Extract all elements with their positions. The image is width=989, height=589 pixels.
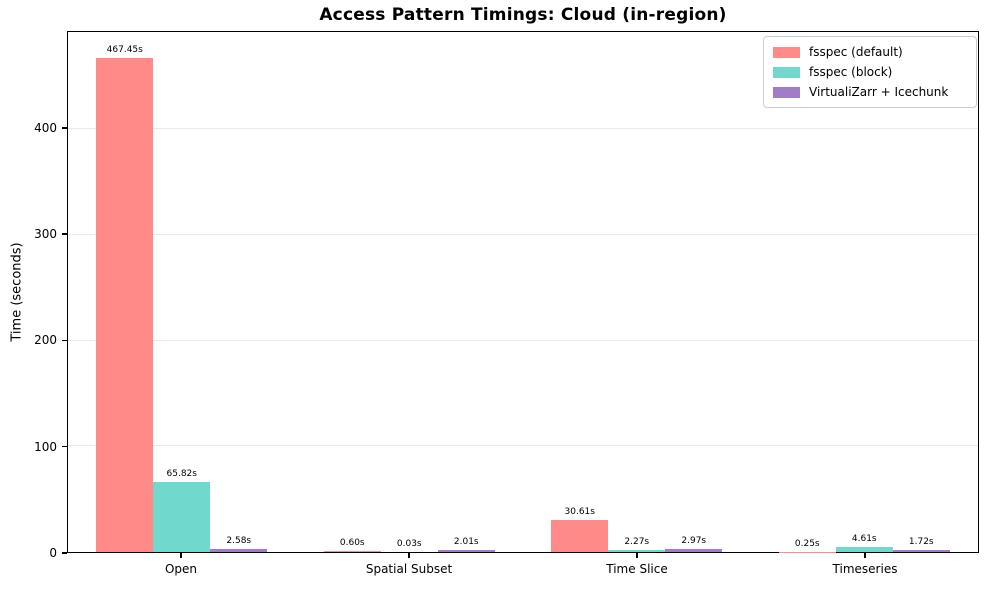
- bar: 2.01s: [437, 537, 495, 552]
- bar-group-spatial-subset: 0.60s 0.03s 2.01s: [296, 32, 524, 552]
- bar-value-label: 2.27s: [624, 536, 650, 547]
- bar-groups: 467.45s 65.82s 2.58s 0.60s 0.03s 2.01s 30.61s 2…: [68, 32, 978, 552]
- bar-group-open: 467.45s 65.82s 2.58s: [68, 32, 296, 552]
- chart-title: Access Pattern Timings: Cloud (in-region…: [319, 5, 727, 25]
- gridlines: [68, 32, 978, 552]
- gridline: [68, 445, 978, 447]
- bar-value-label: 2.58s: [226, 536, 252, 547]
- bar-value-label: 0.60s: [339, 538, 365, 549]
- gridline: [68, 128, 978, 130]
- bar-value-label: 30.61s: [564, 506, 595, 517]
- legend-item: fsspec (block): [773, 65, 966, 79]
- plot-area: 467.45s 65.82s 2.58s 0.60s 0.03s 2.01s 30.61s 2…: [67, 31, 979, 553]
- bar-value-label: 0.25s: [794, 538, 820, 549]
- bar-value-label: 467.45s: [106, 45, 143, 56]
- x-tick-mark: [636, 553, 638, 558]
- bar-group-timeseries: 0.25s 4.61s 1.72s: [751, 32, 979, 552]
- x-tick-label: Spatial Subset: [365, 562, 453, 576]
- x-tick: Spatial Subset: [295, 553, 523, 576]
- bar-value-label: 2.97s: [681, 535, 707, 546]
- x-tick-label: Open: [164, 562, 198, 576]
- y-axis-label: Time (seconds): [9, 242, 25, 342]
- bar-value-label: 0.03s: [396, 538, 422, 549]
- y-tick-label: 300: [34, 227, 57, 242]
- legend-swatch-fsspec-default: [773, 46, 800, 58]
- legend-swatch-fsspec-block: [773, 66, 800, 78]
- legend-swatch-virtualizarr-icechunk: [773, 86, 800, 98]
- gridline: [68, 339, 978, 341]
- bar: 30.61s: [551, 507, 609, 552]
- x-tick: Open: [67, 553, 295, 576]
- y-tick-label: 100: [34, 439, 57, 454]
- gridline: [68, 234, 978, 236]
- bar: 4.61s: [835, 534, 893, 552]
- bar-value-label: 2.01s: [453, 536, 479, 547]
- bar: 467.45s: [96, 45, 154, 552]
- x-tick: Time Slice: [523, 553, 751, 576]
- x-tick: Timeseries: [751, 553, 979, 576]
- legend-label: fsspec (default): [809, 45, 903, 59]
- x-tick-label: Timeseries: [832, 562, 898, 576]
- legend-label: fsspec (block): [809, 65, 893, 79]
- bar: 2.97s: [665, 536, 723, 552]
- legend: fsspec (default) fsspec (block) Virtuali…: [763, 36, 977, 108]
- legend-item: VirtualiZarr + Icechunk: [773, 85, 966, 99]
- x-tick-mark: [408, 553, 410, 558]
- x-tick-label: Time Slice: [606, 562, 668, 576]
- bar: 2.27s: [608, 537, 666, 552]
- x-tick-mark: [180, 553, 182, 558]
- legend-item: fsspec (default): [773, 45, 966, 59]
- x-tick-mark: [864, 553, 866, 558]
- x-axis: Open Spatial Subset Time Slice Timeseries: [67, 553, 979, 576]
- y-tick-label: 400: [34, 120, 57, 135]
- bar-value-label: 1.72s: [908, 537, 934, 548]
- legend-label: VirtualiZarr + Icechunk: [809, 85, 949, 99]
- bar: 2.58s: [210, 536, 268, 552]
- bar-group-time-slice: 30.61s 2.27s 2.97s: [523, 32, 751, 552]
- bar: 0.60s: [323, 538, 381, 552]
- bar-value-label: 4.61s: [851, 534, 877, 545]
- bar: 1.72s: [892, 537, 950, 552]
- bar: 65.82s: [153, 469, 211, 552]
- bar-value-label: 65.82s: [166, 469, 197, 480]
- y-tick-label: 0: [49, 546, 57, 560]
